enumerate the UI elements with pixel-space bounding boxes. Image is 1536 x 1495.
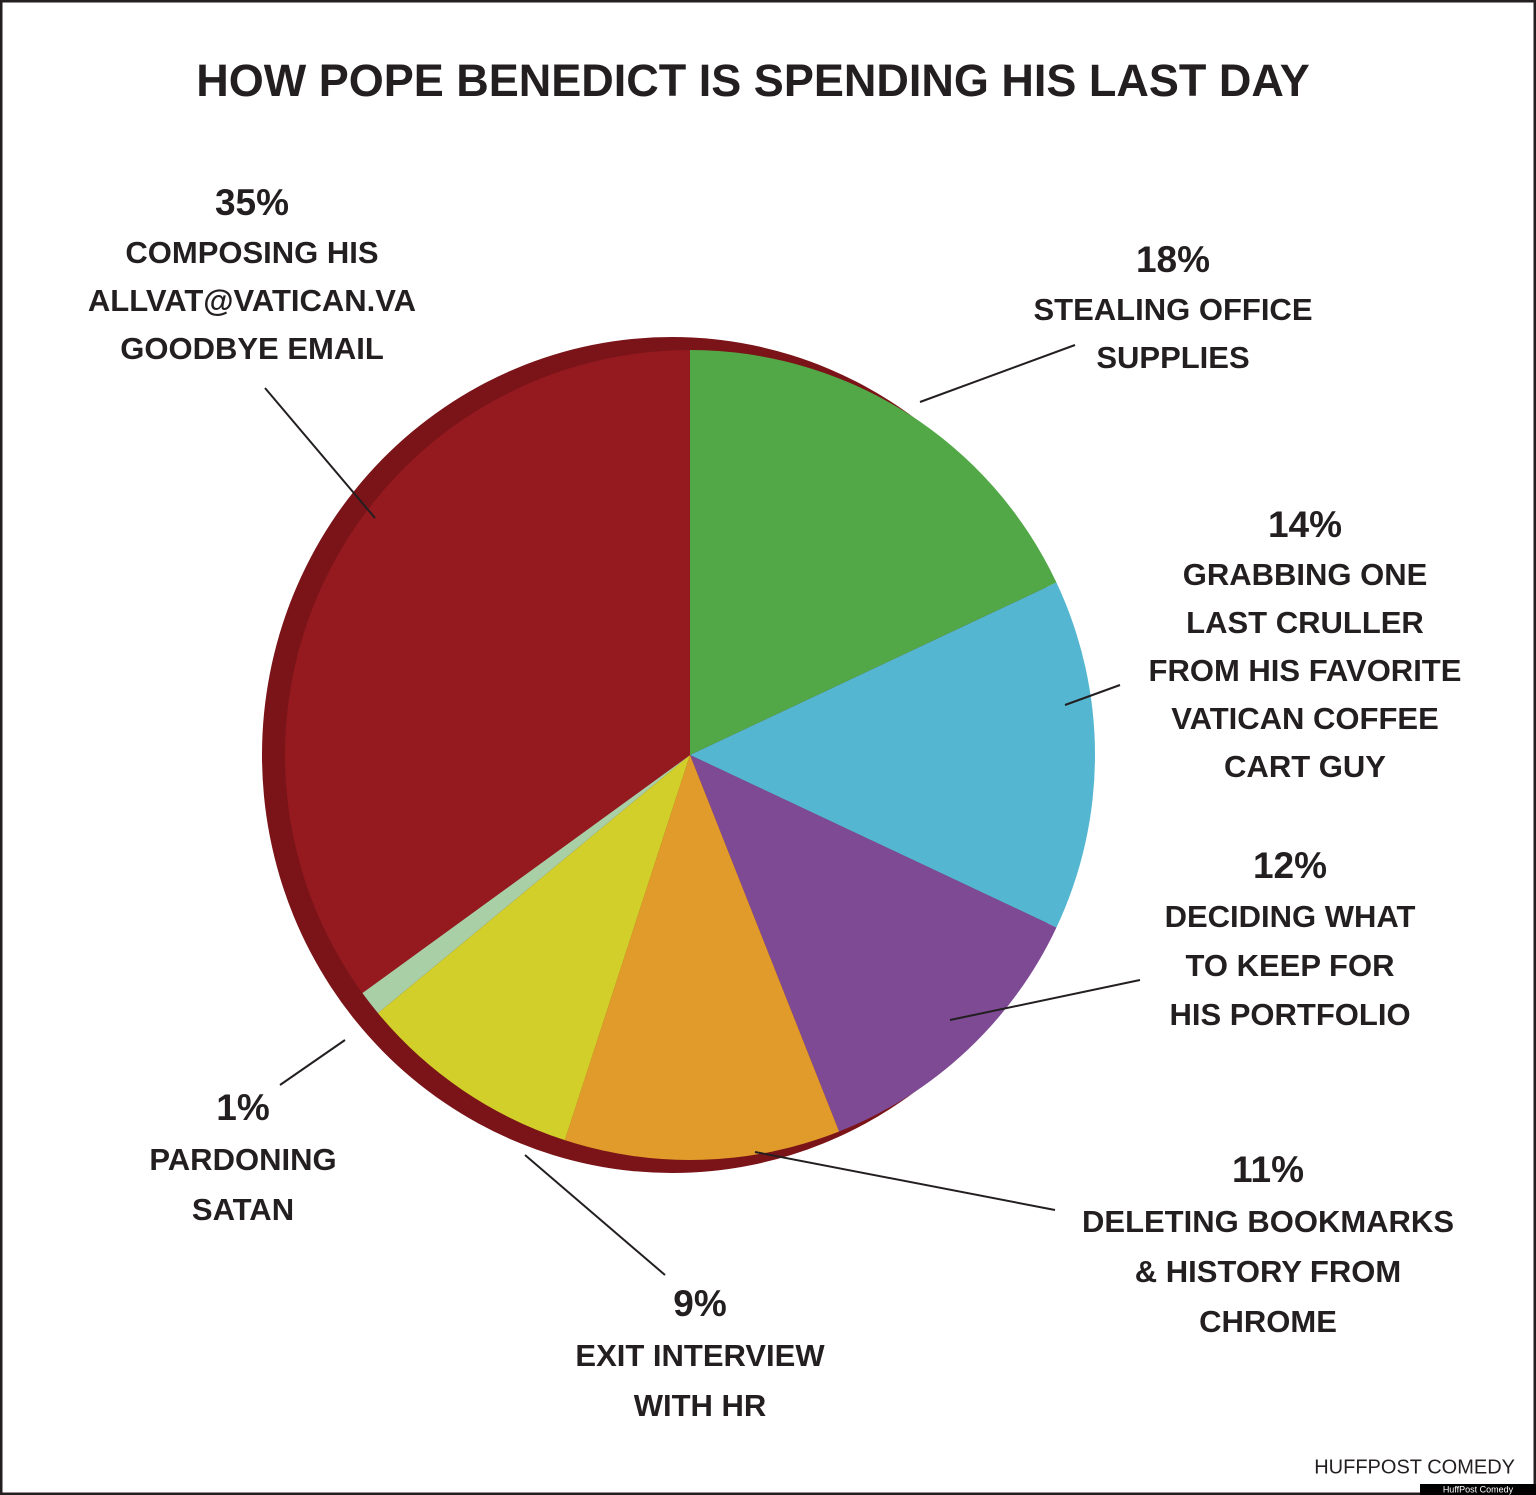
pie-slice — [377, 755, 690, 1141]
credit-strip — [1420, 1484, 1536, 1495]
value-label: 35% — [215, 182, 289, 223]
credit: HuffPost Comedy — [1443, 1484, 1514, 1494]
slice-label: TO KEEP FOR — [1185, 948, 1394, 983]
slice-label: COMPOSING HIS — [125, 235, 378, 270]
slices — [284, 350, 1095, 1160]
slice-label: ALLVAT@VATICAN.VA — [88, 283, 416, 318]
slice-label: HIS PORTFOLIO — [1169, 997, 1410, 1032]
value-label: 1% — [216, 1087, 269, 1128]
slice-label: SUPPLIES — [1096, 340, 1249, 375]
slice-label: EXIT INTERVIEW — [575, 1338, 825, 1373]
slice-label: CHROME — [1199, 1304, 1337, 1339]
slice-label: WITH HR — [634, 1388, 767, 1423]
slice-label: GRABBING ONE — [1183, 557, 1428, 592]
slice-label: PARDONING — [149, 1142, 336, 1177]
slice-label: GOODBYE EMAIL — [120, 331, 384, 366]
slice-label: STEALING OFFICE — [1034, 292, 1313, 327]
value-label: 18% — [1136, 239, 1210, 280]
slice-label: VATICAN COFFEE — [1171, 701, 1439, 736]
leader-line — [264, 387, 376, 519]
leader-line — [754, 1151, 1056, 1211]
leader-line — [949, 979, 1141, 1021]
slice-label: CART GUY — [1224, 749, 1386, 784]
pie-slice — [564, 755, 840, 1160]
slice-label: FROM HIS FAVORITE — [1149, 653, 1462, 688]
chart-title: HOW POPE BENEDICT IS SPENDING HIS LAST D… — [196, 55, 1310, 106]
pie-slice — [690, 582, 1095, 928]
leader-line — [919, 344, 1076, 403]
leader-line — [524, 1154, 666, 1276]
leader-line — [279, 1039, 346, 1086]
value-label: 14% — [1268, 504, 1342, 545]
pie-slice — [362, 755, 690, 1014]
value-label: 9% — [673, 1283, 726, 1324]
value-label: 12% — [1253, 845, 1327, 886]
slice-label: SATAN — [192, 1192, 294, 1227]
slice-label: DECIDING WHAT — [1165, 899, 1416, 934]
pie-slice — [284, 350, 690, 994]
slice-label: LAST CRULLER — [1186, 605, 1424, 640]
value-label: 11% — [1232, 1149, 1304, 1190]
pie-slice — [690, 350, 1057, 755]
slice-label: & HISTORY FROM — [1135, 1254, 1401, 1289]
leader-line — [1064, 684, 1121, 706]
slice-label: DELETING BOOKMARKS — [1082, 1204, 1454, 1239]
source: HUFFPOST COMEDY — [1314, 1456, 1515, 1478]
pie-slice — [690, 755, 1057, 1132]
labels: 18% STEALING OFFICE SUPPLIES 14% GRABBING ON… — [88, 182, 1462, 1423]
